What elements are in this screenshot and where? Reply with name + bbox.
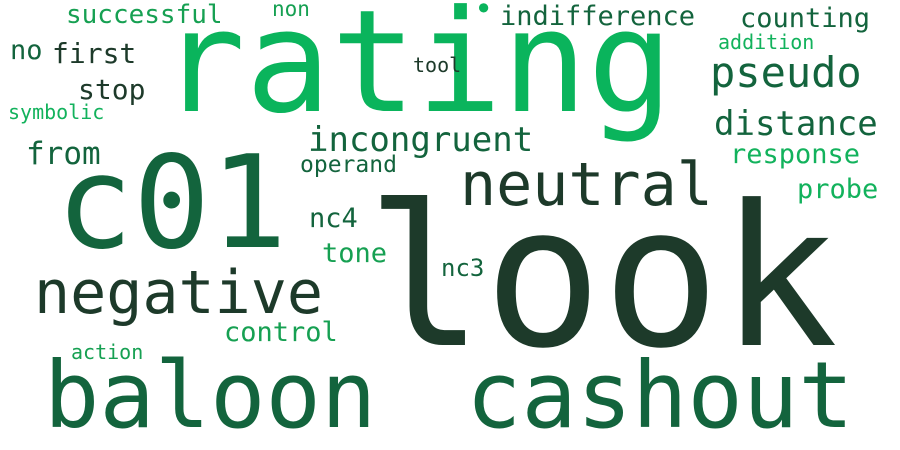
word-action: action — [71, 340, 144, 364]
word-counting: counting — [740, 3, 871, 34]
word-symbolic: symbolic — [8, 100, 105, 124]
word-indifference: indifference — [500, 1, 696, 32]
word-response: response — [730, 139, 861, 170]
word-addition: addition — [718, 30, 815, 54]
word-distance: distance — [714, 104, 878, 144]
word-rating: rating — [160, 0, 673, 145]
word-incongruent: incongruent — [308, 120, 534, 160]
word-successful: successful — [66, 0, 223, 30]
word-operand: operand — [300, 152, 397, 178]
word-negative: negative — [34, 258, 323, 328]
word-dot: • — [474, 0, 494, 28]
word-tool: tool — [413, 53, 462, 77]
word-non: non — [272, 0, 310, 21]
word-pseudo: pseudo — [710, 48, 862, 97]
word-tone: tone — [322, 238, 388, 269]
word-probe: probe — [797, 174, 879, 205]
word-look: look — [366, 164, 839, 392]
word-from: from — [26, 136, 101, 172]
word-first: first — [52, 37, 137, 70]
word-nc3: nc3 — [441, 254, 485, 282]
word-stop: stop — [78, 73, 146, 106]
word-no: no — [10, 35, 43, 66]
word-c01: c01 — [56, 129, 288, 278]
word-neutral: neutral — [460, 150, 713, 220]
word-control: control — [224, 317, 338, 348]
word-cashout: cashout — [466, 342, 854, 449]
word-baloon: baloon — [44, 342, 377, 449]
word-nc4: nc4 — [309, 203, 358, 234]
